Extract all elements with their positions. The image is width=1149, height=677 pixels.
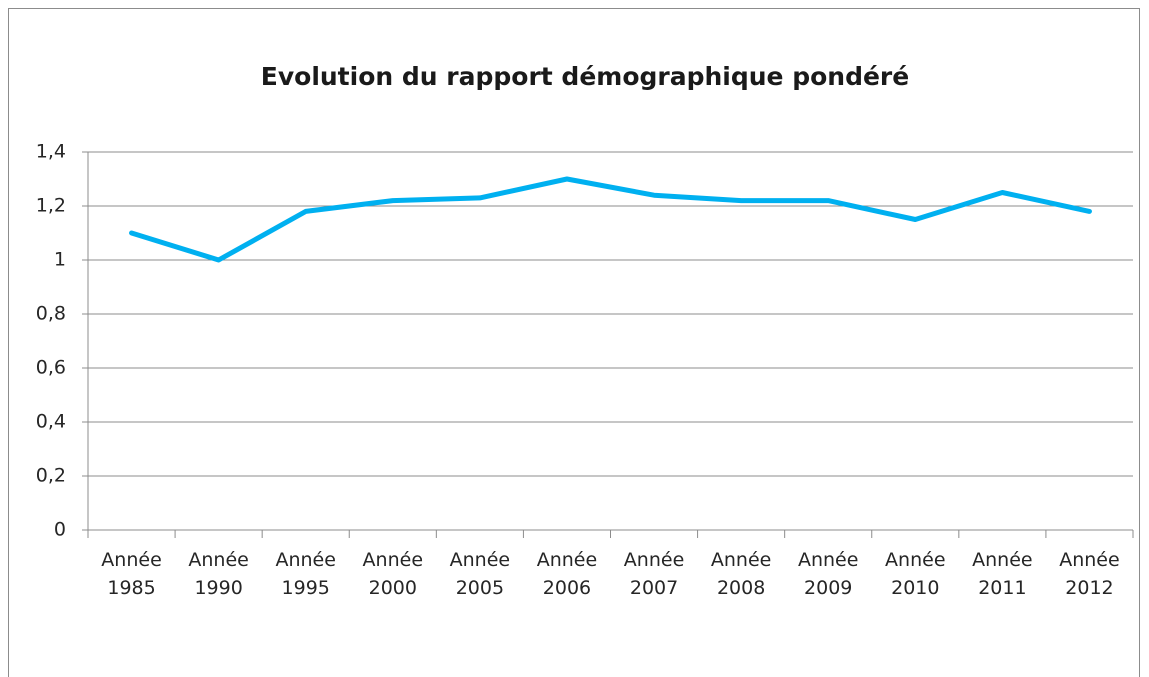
x-tick-label: Année 1995	[275, 549, 335, 599]
y-tick-label: 0,4	[36, 411, 66, 433]
x-tick-label: Année 2008	[711, 549, 771, 599]
y-tick-label: 1,2	[36, 195, 66, 217]
x-tick-label: Année 2011	[972, 549, 1032, 599]
y-tick-label: 0,6	[36, 357, 66, 379]
y-tick-label: 0,2	[36, 465, 66, 487]
x-tick-label: Année 1985	[101, 549, 161, 599]
x-tick-label: Année 2009	[798, 549, 858, 599]
y-tick-label: 0,8	[36, 303, 66, 325]
x-tick-label: Année 2000	[363, 549, 423, 599]
x-tick-label: Année 2010	[885, 549, 945, 599]
x-tick-label: Année 2012	[1059, 549, 1119, 599]
y-tick-label: 1,4	[36, 141, 66, 163]
chart-title: Evolution du rapport démographique pondé…	[261, 62, 909, 91]
y-tick-label: 1	[54, 249, 66, 271]
y-tick-label: 0	[54, 519, 66, 541]
x-tick-label: Année 2006	[537, 549, 597, 599]
chart-frame	[8, 8, 1140, 677]
x-tick-label: Année 2005	[450, 549, 510, 599]
x-tick-label: Année 1990	[188, 549, 248, 599]
data-line	[129, 176, 1092, 263]
x-tick-label: Année 2007	[624, 549, 684, 599]
